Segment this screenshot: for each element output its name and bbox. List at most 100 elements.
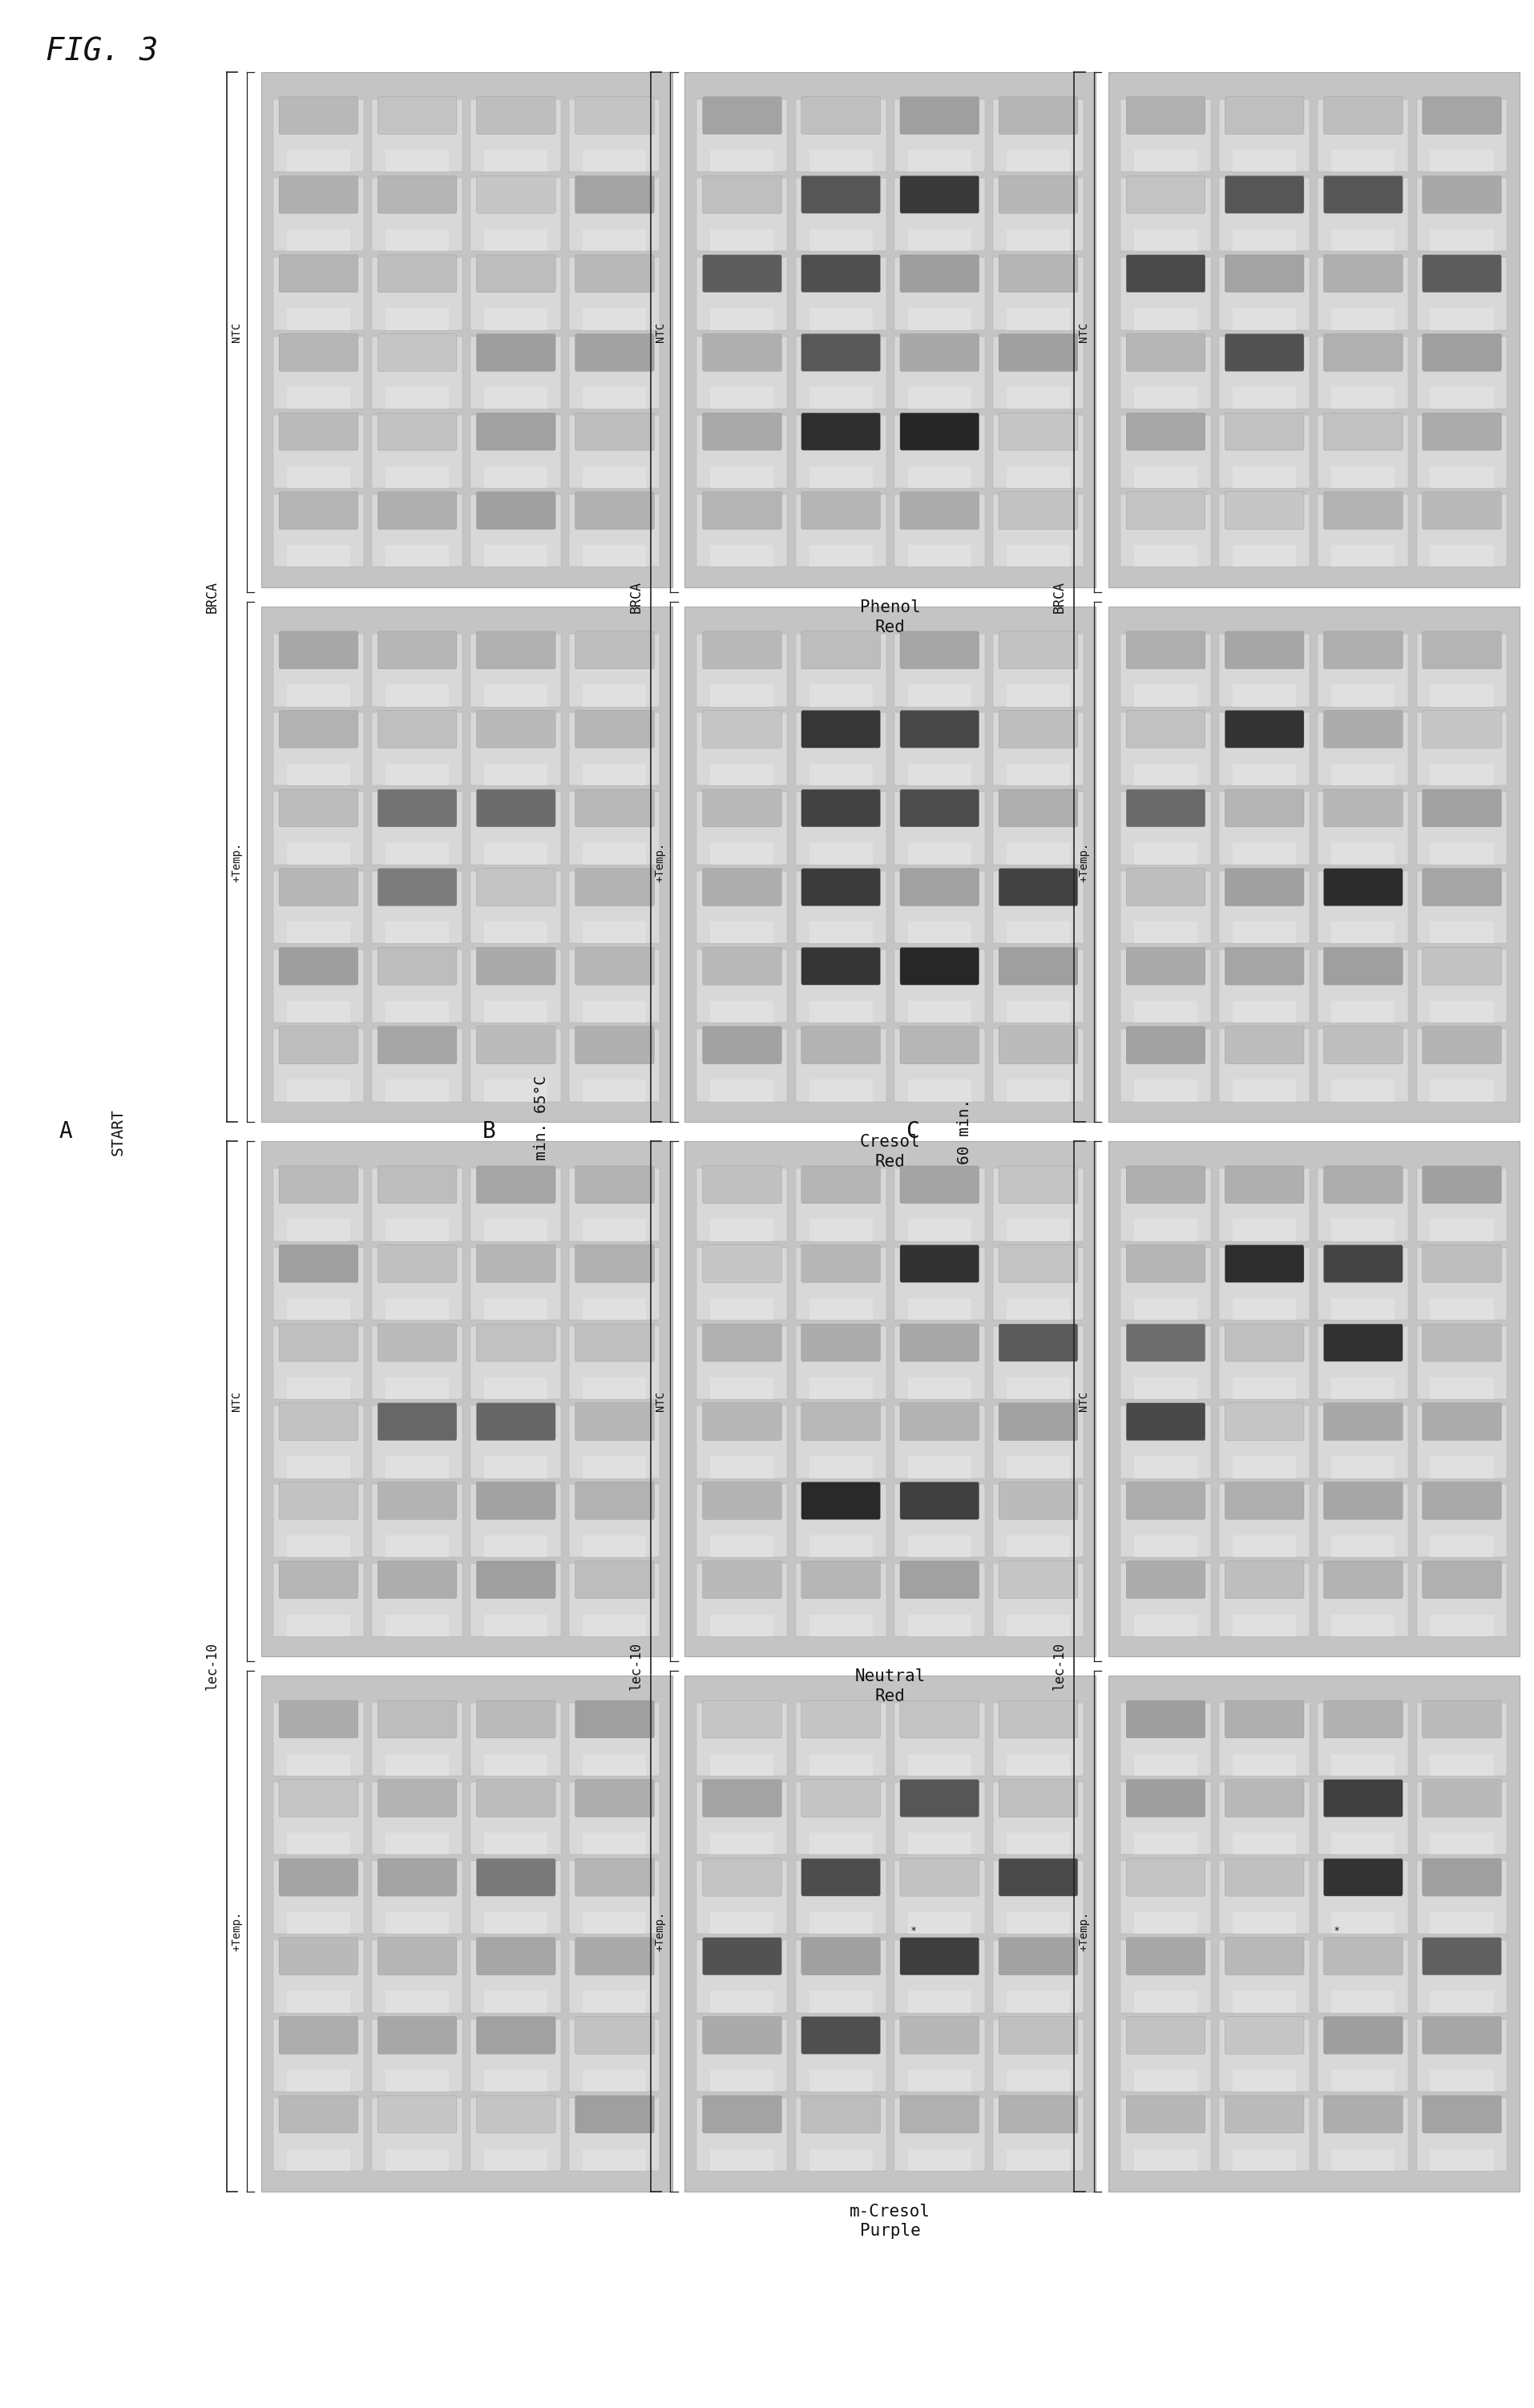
Bar xyxy=(1232,388,1295,409)
Bar xyxy=(992,1563,1083,1635)
FancyBboxPatch shape xyxy=(575,946,653,985)
Bar xyxy=(1134,308,1197,330)
Bar xyxy=(385,1912,448,1934)
Bar xyxy=(1134,229,1197,250)
FancyBboxPatch shape xyxy=(1224,335,1304,371)
Bar xyxy=(485,1832,548,1854)
Bar xyxy=(808,1536,871,1558)
FancyBboxPatch shape xyxy=(1224,1245,1304,1283)
FancyBboxPatch shape xyxy=(703,1245,781,1283)
FancyBboxPatch shape xyxy=(377,631,457,669)
FancyBboxPatch shape xyxy=(279,2095,357,2133)
Text: BRCA: BRCA xyxy=(629,580,643,614)
Bar xyxy=(471,1028,561,1100)
Bar xyxy=(1332,1832,1394,1854)
FancyBboxPatch shape xyxy=(476,1700,555,1739)
FancyBboxPatch shape xyxy=(575,335,653,371)
FancyBboxPatch shape xyxy=(377,1780,457,1818)
Bar xyxy=(1430,1536,1493,1558)
FancyBboxPatch shape xyxy=(1322,491,1402,530)
Text: FIG. 3: FIG. 3 xyxy=(46,36,158,67)
FancyBboxPatch shape xyxy=(801,176,881,214)
Bar xyxy=(808,388,871,409)
FancyBboxPatch shape xyxy=(377,96,457,135)
Bar xyxy=(894,1406,985,1479)
Bar xyxy=(1006,1991,1069,2013)
Bar xyxy=(1120,2097,1210,2170)
FancyBboxPatch shape xyxy=(703,1780,781,1818)
Bar xyxy=(1006,149,1069,171)
FancyBboxPatch shape xyxy=(899,631,979,669)
Bar xyxy=(710,1298,773,1320)
Bar xyxy=(1218,1327,1309,1399)
Bar xyxy=(908,1079,971,1100)
Bar xyxy=(1318,872,1408,944)
Bar xyxy=(894,792,985,864)
Bar xyxy=(908,388,971,409)
Bar xyxy=(1218,1941,1309,2013)
Bar xyxy=(273,258,364,330)
Bar xyxy=(1134,149,1197,171)
Bar xyxy=(273,1483,364,1558)
Bar xyxy=(371,713,462,785)
Bar xyxy=(992,633,1083,706)
Text: +Temp.: +Temp. xyxy=(1077,1912,1089,1950)
FancyBboxPatch shape xyxy=(999,790,1077,826)
FancyBboxPatch shape xyxy=(575,1481,653,1519)
Bar xyxy=(795,1168,885,1240)
Bar xyxy=(471,792,561,864)
Bar xyxy=(485,763,548,785)
FancyBboxPatch shape xyxy=(575,1026,653,1064)
FancyBboxPatch shape xyxy=(801,1938,881,1975)
FancyBboxPatch shape xyxy=(1322,1780,1402,1818)
Bar xyxy=(1318,792,1408,864)
FancyBboxPatch shape xyxy=(1322,1859,1402,1895)
Bar xyxy=(1218,1861,1309,1934)
Bar xyxy=(808,1613,871,1635)
FancyBboxPatch shape xyxy=(1322,96,1402,135)
Bar xyxy=(569,2097,660,2170)
Bar xyxy=(894,872,985,944)
Bar xyxy=(1332,684,1394,706)
Bar xyxy=(1134,2148,1197,2170)
Bar xyxy=(485,308,548,330)
Bar xyxy=(569,1168,660,1240)
FancyBboxPatch shape xyxy=(377,710,457,749)
Bar xyxy=(1218,1563,1309,1635)
Bar xyxy=(1318,2018,1408,2093)
Bar xyxy=(273,1406,364,1479)
FancyBboxPatch shape xyxy=(476,1245,555,1283)
FancyBboxPatch shape xyxy=(999,1324,1077,1361)
Bar xyxy=(710,1079,773,1100)
Bar xyxy=(1120,633,1210,706)
FancyBboxPatch shape xyxy=(801,412,881,450)
Bar xyxy=(710,1832,773,1854)
Bar xyxy=(696,1327,787,1399)
Bar xyxy=(1416,1702,1506,1775)
Bar xyxy=(1006,1298,1069,1320)
Bar xyxy=(908,229,971,250)
Bar xyxy=(795,1861,885,1934)
FancyBboxPatch shape xyxy=(899,176,979,214)
Bar xyxy=(894,414,985,489)
FancyBboxPatch shape xyxy=(703,1938,781,1975)
FancyBboxPatch shape xyxy=(279,2015,357,2054)
FancyBboxPatch shape xyxy=(575,869,653,905)
Bar xyxy=(1006,1218,1069,1240)
FancyBboxPatch shape xyxy=(1126,946,1204,985)
FancyBboxPatch shape xyxy=(899,1165,979,1204)
Bar xyxy=(1332,843,1394,864)
Bar xyxy=(371,1247,462,1320)
FancyBboxPatch shape xyxy=(1322,1481,1402,1519)
FancyBboxPatch shape xyxy=(801,491,881,530)
Bar xyxy=(808,149,871,171)
Bar xyxy=(261,1676,672,2191)
Bar xyxy=(1332,308,1394,330)
Bar xyxy=(992,1028,1083,1100)
Bar xyxy=(1318,1702,1408,1775)
FancyBboxPatch shape xyxy=(1126,1859,1204,1895)
FancyBboxPatch shape xyxy=(703,631,781,669)
Bar xyxy=(471,1563,561,1635)
Bar xyxy=(1232,1832,1295,1854)
Bar xyxy=(696,1247,787,1320)
